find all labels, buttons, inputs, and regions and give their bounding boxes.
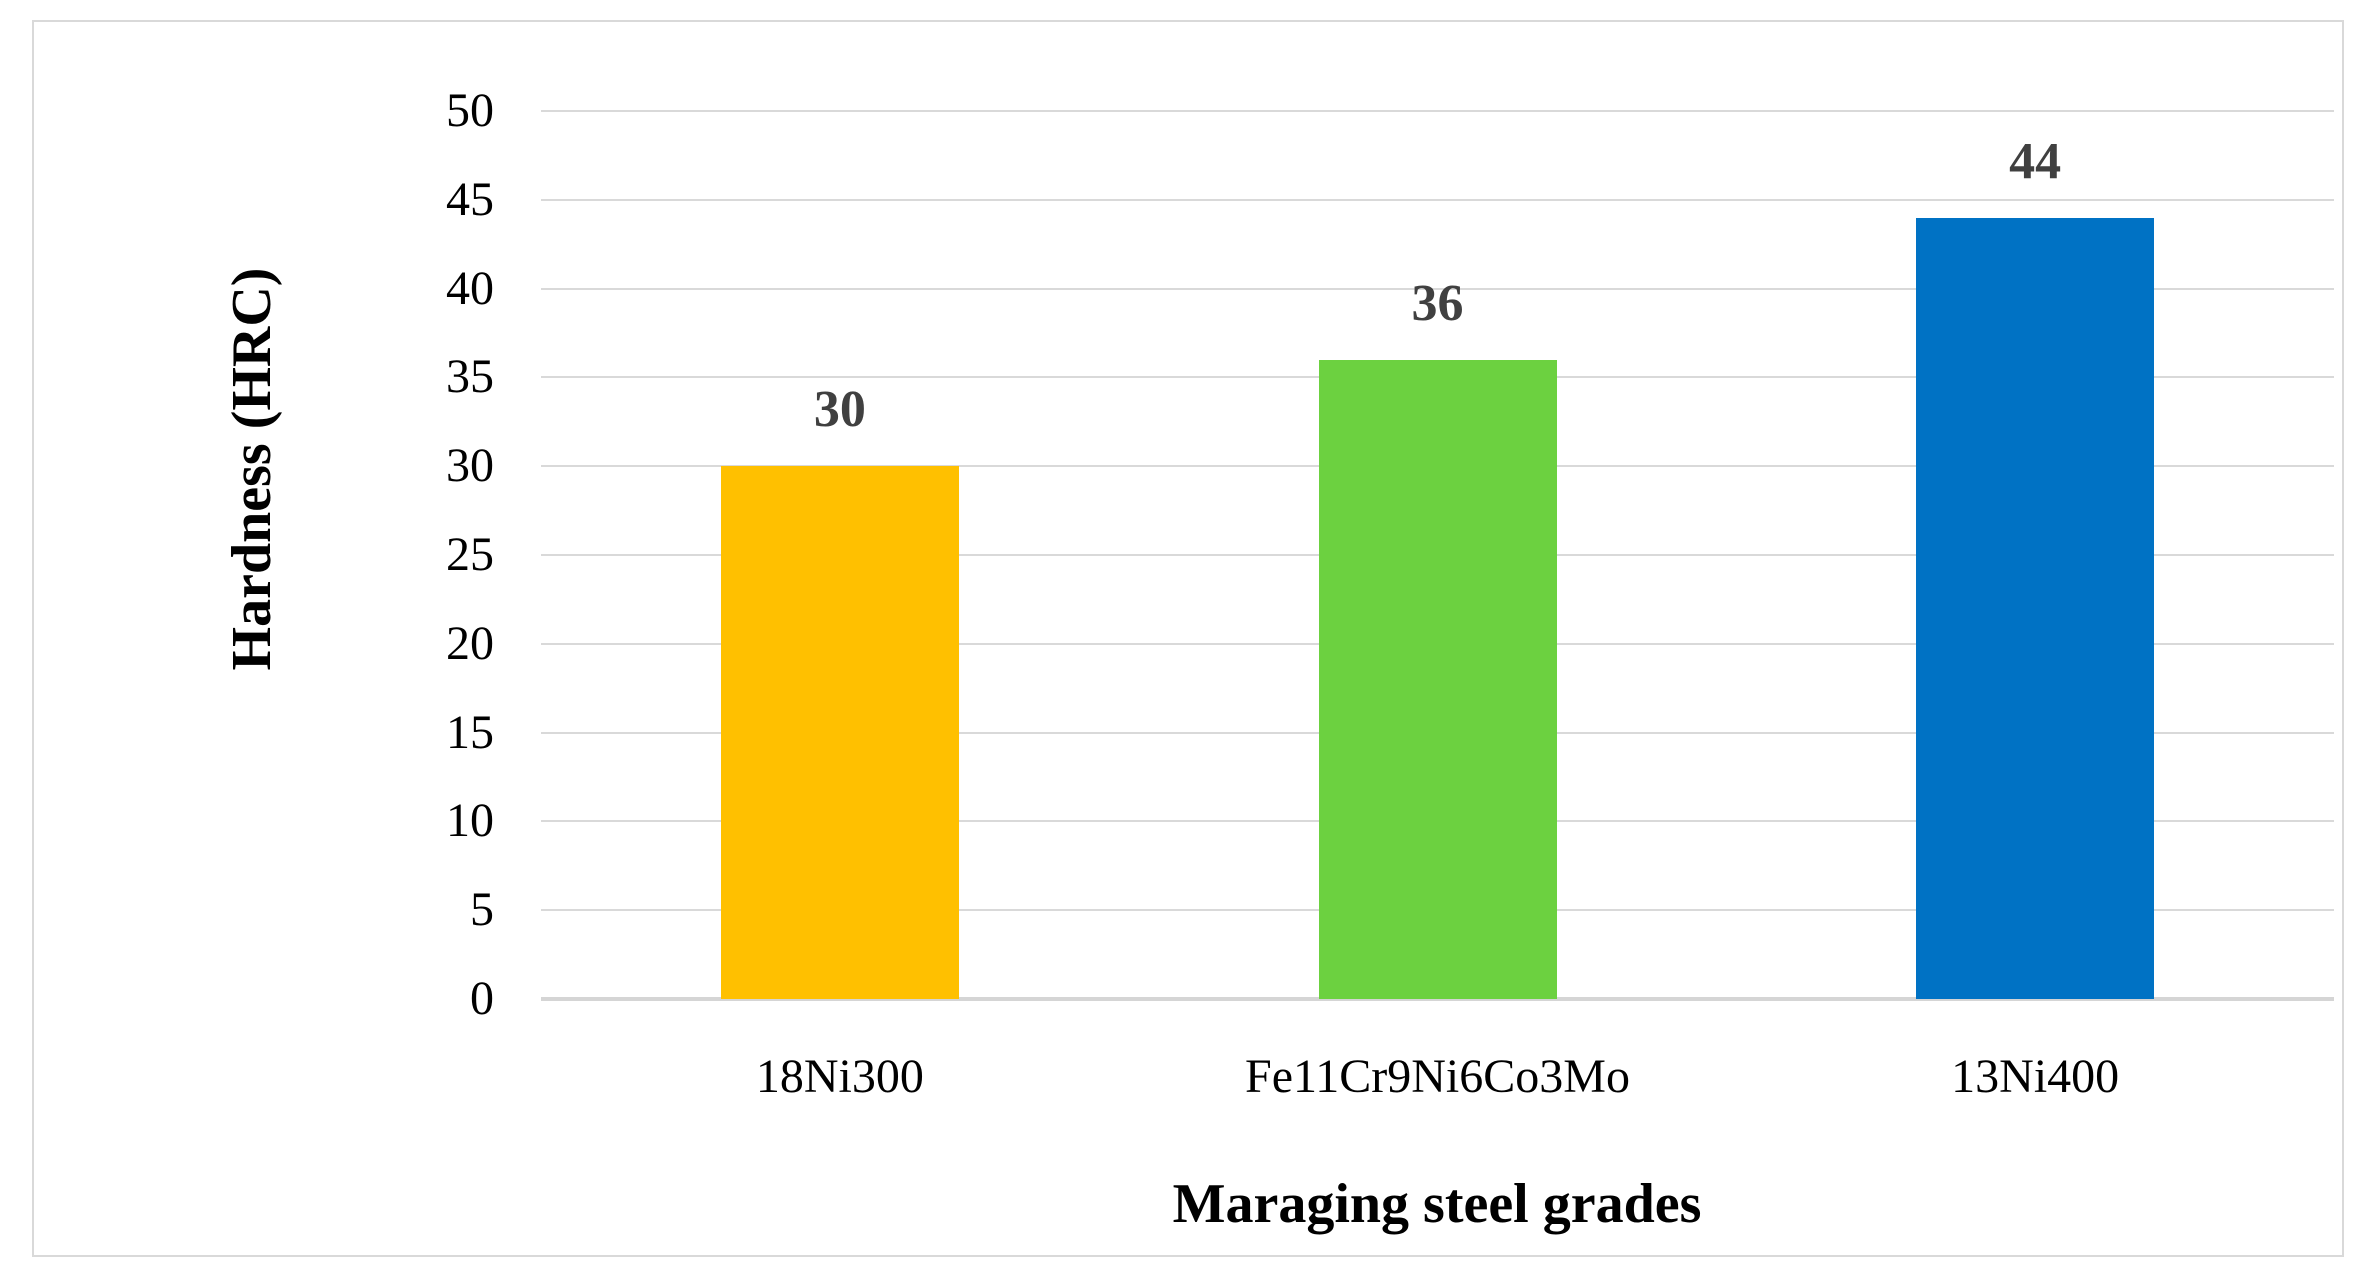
chart-panel: Hardness (HRC) 30 36 44 0 5 10 15 20 25 30 35 40 45… <box>32 20 2344 1257</box>
bar-13Ni400 <box>1916 217 2155 999</box>
gridline-40 <box>541 287 2334 290</box>
bar-Fe11Cr9Ni6Co3Mo <box>1318 359 1557 999</box>
x-category-label-18Ni300: 18Ni300 <box>755 1050 924 1103</box>
y-tick-label-50: 50 <box>446 84 494 137</box>
bar-18Ni300 <box>720 466 959 999</box>
y-tick-label-40: 40 <box>446 261 494 315</box>
x-axis-line <box>541 997 2334 1001</box>
gridline-45 <box>541 198 2334 201</box>
gridline-50 <box>541 110 2334 112</box>
y-tick-label-45: 45 <box>446 172 494 226</box>
plot-area: 30 36 44 <box>541 110 2334 1001</box>
y-tick-label-30: 30 <box>446 439 494 493</box>
y-tick-label-5: 5 <box>470 883 494 937</box>
y-tick-label-25: 25 <box>446 528 494 581</box>
x-axis-title: Maraging steel grades <box>1172 1173 1702 1235</box>
y-tick-label-10: 10 <box>446 794 494 848</box>
y-tick-label-20: 20 <box>446 616 494 670</box>
x-category-label-Fe11Cr9Ni6Co3Mo: Fe11Cr9Ni6Co3Mo <box>1245 1050 1630 1103</box>
y-tick-label-35: 35 <box>446 350 494 404</box>
x-category-label-13Ni400: 13Ni400 <box>1951 1050 2120 1103</box>
bar-value-label-18Ni300: 30 <box>813 381 866 439</box>
y-tick-label-0: 0 <box>470 972 494 1025</box>
bar-value-label-13Ni400: 44 <box>2009 132 2062 190</box>
bar-value-label-Fe11Cr9Ni6Co3Mo: 36 <box>1411 274 1464 332</box>
y-tick-label-15: 15 <box>446 705 494 759</box>
